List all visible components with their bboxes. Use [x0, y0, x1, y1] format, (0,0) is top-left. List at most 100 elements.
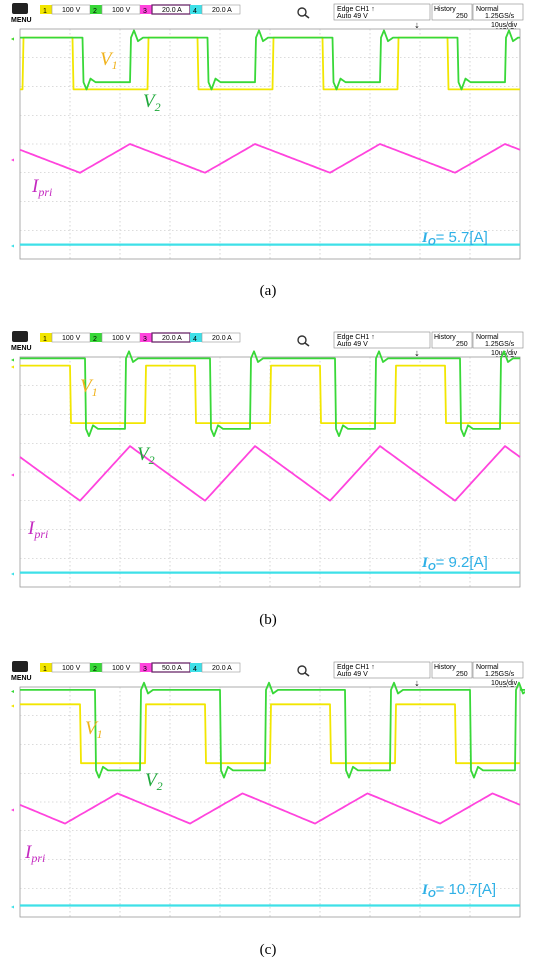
zoom-icon-lens	[297, 335, 307, 345]
channel-3-box[interactable]: 3 20.0 A	[140, 332, 191, 343]
channel-color-chip	[90, 5, 102, 14]
menu-label: MENU	[11, 345, 32, 352]
waveform-ch3	[19, 792, 521, 825]
scope-panel-b: MENU 1 100 V 2 100 V 3 20.0 A 4 20.0 A Edge CH1 ↑…	[10, 330, 525, 588]
channel-2-box[interactable]: 2 100 V	[90, 662, 141, 673]
channel-scale: 100 V	[62, 665, 81, 672]
channel-number: 2	[93, 666, 97, 673]
label-io-value: = 9.2[A]	[436, 554, 488, 571]
label-io-main: I	[421, 882, 429, 898]
label-v1-sub: 1	[92, 385, 98, 399]
label-v2-main: V	[143, 91, 157, 112]
label-v1: V1	[85, 718, 103, 741]
channel-scale: 100 V	[112, 7, 131, 14]
channel-2-box[interactable]: 2 100 V	[90, 332, 141, 343]
waveform-ch2	[20, 350, 520, 437]
waveform-ch1	[20, 703, 520, 765]
channel-4-box[interactable]: 4 20.0 A	[190, 332, 241, 343]
channel-number: 2	[93, 8, 97, 15]
trigger-position-marker: ⇣	[414, 22, 420, 30]
scope-screen: MENU 1 100 V 2 100 V 3 20.0 A 4 20.0 A Edge CH1 ↑…	[10, 330, 525, 588]
label-v2: V2	[145, 770, 163, 793]
label-io-value: = 5.7[A]	[436, 229, 488, 246]
channel-2-box[interactable]: 2 100 V	[90, 4, 141, 15]
channel-number: 4	[193, 8, 197, 15]
label-ipri-main: I	[31, 176, 40, 197]
channel-scale-box	[201, 332, 241, 343]
channel-1-box[interactable]: 1 100 V	[40, 4, 91, 15]
scope-screen: MENU 1 100 V 2 100 V 3 20.0 A 4 20.0 A Edge CH1 ↑…	[10, 2, 525, 260]
channel-marker: ◂	[11, 37, 14, 43]
waveform-ch3	[19, 143, 521, 174]
channel-4-box[interactable]: 4 20.0 A	[190, 4, 241, 15]
channel-scale: 50.0 A	[162, 665, 182, 672]
label-io-sub: O	[428, 237, 436, 248]
mode-box	[472, 331, 524, 349]
channel-1-box[interactable]: 1 100 V	[40, 662, 91, 673]
label-v2: V2	[137, 444, 155, 467]
trigger-line-2: Auto 49 V	[337, 671, 368, 678]
channel-scale: 20.0 A	[212, 665, 232, 672]
mode-box	[472, 661, 524, 679]
channel-scale: 100 V	[62, 335, 81, 342]
menu-logo-icon	[12, 661, 28, 672]
zoom-icon-lens	[297, 665, 307, 675]
channel-number: 3	[143, 8, 147, 15]
label-io-main: I	[421, 555, 429, 571]
channel-scale: 100 V	[62, 7, 81, 14]
channel-marker: ◂	[11, 357, 14, 363]
history-value: 250	[456, 13, 468, 20]
history-box	[431, 661, 473, 679]
caption-b: (b)	[259, 612, 277, 628]
trigger-box	[333, 661, 431, 679]
waveform-ch3	[19, 445, 521, 502]
label-v2-sub: 2	[155, 100, 161, 114]
label-io-value: = 10.7[A]	[436, 881, 496, 898]
channel-1-box[interactable]: 1 100 V	[40, 332, 91, 343]
label-ipri-main: I	[27, 518, 36, 539]
history-label: History	[434, 334, 456, 341]
label-io-main: I	[421, 230, 429, 246]
channel-marker: ◂	[11, 807, 14, 813]
menu-logo-icon	[12, 3, 28, 14]
waveform-ch2	[20, 681, 529, 779]
channel-marker: ◂	[11, 244, 14, 250]
channel-color-chip	[140, 5, 152, 14]
zoom-icon	[297, 7, 310, 19]
channel-number: 3	[143, 336, 147, 343]
trigger-line-1: Edge CH1 ↑	[337, 664, 375, 671]
caption-a: (a)	[259, 283, 277, 299]
channel-4-box[interactable]: 4 20.0 A	[190, 662, 241, 673]
label-v2: V2	[143, 91, 161, 114]
channel-color-chip	[90, 663, 102, 672]
label-v2-sub: 2	[157, 779, 163, 793]
zoom-icon-handle	[304, 14, 310, 19]
channel-color-chip	[90, 333, 102, 342]
trigger-box	[333, 331, 431, 349]
label-io-sub: O	[428, 562, 436, 573]
channel-scale: 20.0 A	[212, 335, 232, 342]
channel-scale: 20.0 A	[212, 7, 232, 14]
trigger-line-1: Edge CH1 ↑	[337, 334, 375, 341]
label-v1: V1	[80, 376, 98, 399]
label-v1: V1	[100, 49, 118, 72]
channel-scale-box	[201, 662, 241, 673]
label-ipri: Ipri	[31, 176, 52, 199]
channel-color-chip	[40, 663, 52, 672]
channel-number: 1	[43, 336, 47, 343]
trigger-box	[333, 3, 431, 21]
label-ipri-sub: pri	[30, 851, 45, 865]
trigger-line-2: Auto 49 V	[337, 341, 368, 348]
label-ipri-main: I	[24, 842, 33, 863]
label-io-sub: O	[428, 889, 436, 900]
channel-color-chip	[40, 333, 52, 342]
mode-label: Normal	[476, 6, 499, 13]
channel-3-box[interactable]: 3 20.0 A	[140, 4, 191, 15]
channel-3-box[interactable]: 3 50.0 A	[140, 662, 191, 673]
menu-logo-icon	[12, 331, 28, 342]
channel-scale: 20.0 A	[162, 7, 182, 14]
channel-color-chip	[190, 333, 202, 342]
channel-scale: 100 V	[112, 335, 131, 342]
channel-color-chip	[40, 5, 52, 14]
channel-marker: ◂	[11, 365, 14, 371]
